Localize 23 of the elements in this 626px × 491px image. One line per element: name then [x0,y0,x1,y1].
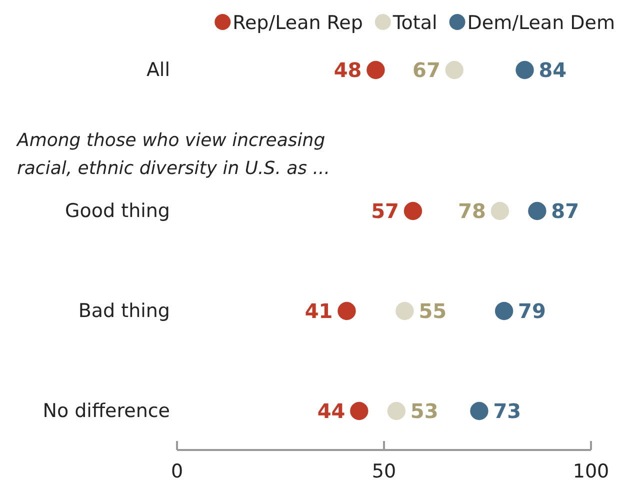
data-label: 87 [551,199,580,223]
data-label: 53 [410,399,438,423]
x-tick-label: 100 [572,460,610,482]
data-label: 79 [518,299,546,323]
legend-label: Dem/Lean Dem [467,12,615,34]
y-tick-label: Bad thing [78,300,170,322]
legend-label: Total [392,12,438,34]
data-label: 48 [334,58,362,82]
data-label: 57 [371,199,399,223]
x-tick-label: 0 [170,460,184,482]
data-label: 78 [458,199,486,223]
y-tick-label: Good thing [65,200,170,222]
data-label: 41 [304,299,333,323]
data-label: 84 [538,58,567,82]
data-label: 73 [493,399,522,423]
legend-label: Rep/Lean Rep [232,12,363,34]
data-label: 55 [418,299,447,323]
data-label: 67 [412,58,440,82]
y-tick-label: All [146,59,170,81]
y-tick-label: No difference [42,400,170,422]
annotation: Among those who view increasing racial, ethnic diversity in U.S. as ... [16,130,330,179]
data-label: 44 [317,399,346,423]
x-tick-label: 50 [372,460,396,482]
